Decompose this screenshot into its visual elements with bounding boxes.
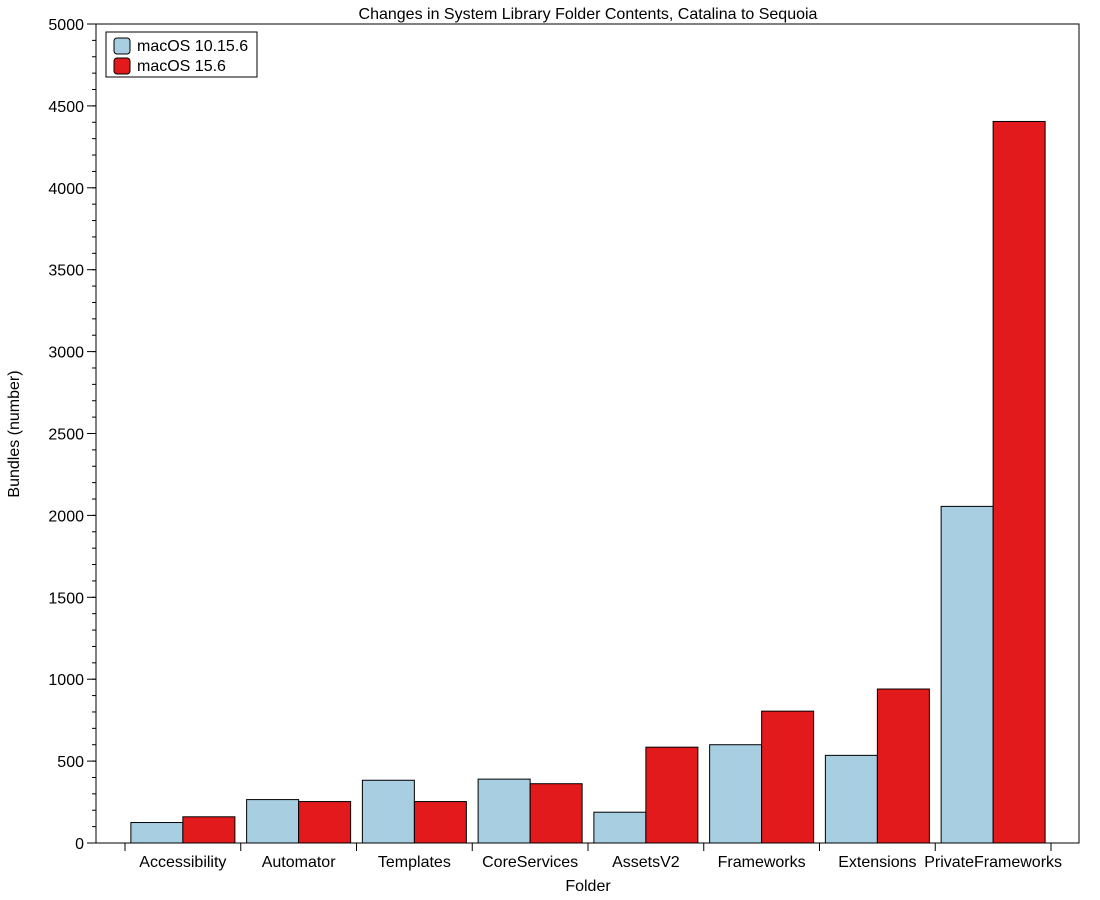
bar-series-1 [593,811,647,844]
bar-series-2 [182,816,236,844]
bar-series-2 [876,688,930,844]
bar-series-1 [246,799,300,844]
x-tick-label: Accessibility [139,854,226,871]
y-axis: 0 500 1000 1500 2000 2500 3000 3500 4000 4500 5000 [48,17,96,853]
bar-series-1 [361,779,415,844]
y-tick-label: 0 [75,836,84,853]
x-axis-label: Folder [565,878,611,895]
plot-frame [95,23,1080,844]
x-tick-label: Automator [262,854,336,871]
y-tick-label: 4000 [48,181,84,198]
y-tick-label: 4500 [48,99,84,116]
bar-series-2 [645,746,699,844]
y-tick-label: 2500 [48,427,84,444]
y-tick-label: 3000 [48,345,84,362]
bar-series-1 [824,754,878,844]
legend-swatch-series-1 [113,37,131,55]
x-tick-label: Frameworks [718,854,806,871]
y-tick-label: 2000 [48,508,84,525]
bar-series-2 [298,801,352,844]
y-tick-label: 5000 [48,17,84,34]
chart-title: Changes in System Library Folder Content… [359,6,818,23]
y-tick-label: 1500 [48,590,84,607]
y-axis-label: Bundles (number) [6,370,23,497]
bar-series-1 [940,505,994,844]
legend-label-series-2: macOS 15.6 [137,58,226,75]
x-tick-label: CoreServices [482,854,578,871]
x-tick-label: Extensions [838,854,916,871]
legend-box [105,31,258,78]
bar-series-2 [529,783,583,844]
x-tick-label: AssetsV2 [612,854,680,871]
legend-swatch-series-2 [113,57,131,75]
bar-series-1 [477,778,531,844]
bar-series-2 [761,710,815,844]
bars [130,120,1046,844]
x-tick-label: Templates [378,854,451,871]
y-tick-label: 500 [57,754,84,771]
bar-series-2 [992,120,1046,844]
x-axis: Accessibility Automator Templates CoreServi… [124,843,1062,871]
y-tick-label: 3500 [48,263,84,280]
bar-series-1 [130,822,184,844]
bar-series-1 [709,744,763,844]
bar-series-2 [413,801,467,844]
x-tick-label: PrivateFrameworks [924,854,1062,871]
legend: macOS 10.15.6 macOS 15.6 [105,31,258,78]
legend-label-series-1: macOS 10.15.6 [137,38,248,55]
y-tick-label: 1000 [48,672,84,689]
